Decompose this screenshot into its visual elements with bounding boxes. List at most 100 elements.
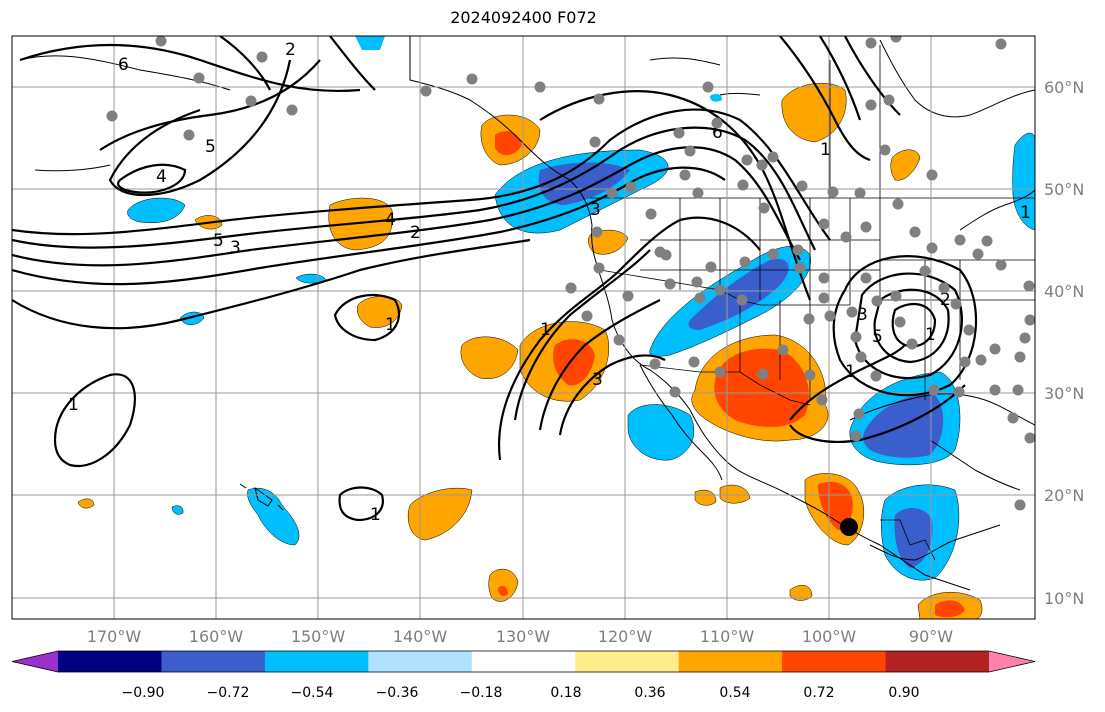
station-marker [737,179,749,191]
lat-label: 30°N [1044,384,1084,403]
station-marker [565,282,577,294]
station-marker [865,37,877,49]
station-marker [256,51,268,63]
station-marker [871,295,883,307]
station-marker [989,343,1001,355]
station-marker [794,262,806,274]
station-marker [581,310,593,322]
station-marker [1019,332,1031,344]
station-marker [106,110,118,122]
station-marker [1024,432,1035,444]
contour-label: 4 [385,210,396,230]
lat-label: 50°N [1044,180,1084,199]
station-marker [995,259,1007,271]
contour-label: 3 [592,370,603,390]
colorbar-segment [471,651,576,672]
station-marker [824,310,836,322]
station-marker [995,38,1007,50]
contour-label: 2 [285,40,296,60]
lon-label: 130°W [496,627,551,646]
contour-label: 1 [845,362,856,382]
station-marker [894,316,906,328]
station-marker [1014,351,1026,363]
station-marker [909,226,921,238]
station-marker [692,187,704,199]
station-marker [660,249,672,261]
station-marker [777,344,789,356]
contour-label: 6 [118,55,129,75]
longitude-labels: 170°W 160°W 150°W 140°W 130°W 120°W 110°… [87,627,953,646]
lat-label: 10°N [1044,589,1084,608]
contour-label: 1 [385,315,396,335]
lon-label: 160°W [189,627,244,646]
lat-label: 20°N [1044,486,1084,505]
station-marker [767,151,779,163]
station-marker [919,265,931,277]
station-marker [879,144,891,156]
colorbar-segment [264,651,369,672]
station-marker [758,202,770,214]
station-marker [890,36,902,43]
colorbar-tick-label: 0.54 [719,685,750,701]
station-marker [286,104,298,116]
station-marker [792,244,804,256]
colorbar-segment [782,651,887,672]
station-marker [691,276,703,288]
station-marker [591,226,603,238]
station-marker [606,187,618,199]
station-marker [767,248,779,260]
latitude-labels: 60°N 50°N 40°N 30°N 20°N 10°N [1044,78,1084,608]
lon-label: 170°W [87,627,142,646]
storm-center-marker [840,518,858,536]
colorbar-segment [58,651,162,672]
contour-label-group: 6 5 4 3 2 1 5 4 3 2 1 6 1 1 3 1 1 3 5 2 … [68,40,1031,525]
station-marker [757,368,769,380]
station-marker [855,351,867,363]
colorbar-segment [161,651,266,672]
station-marker [865,99,877,111]
station-marker [890,290,902,302]
station-marker [854,187,866,199]
station-marker [860,272,872,284]
station-marker [928,384,940,396]
contour-lines [12,36,978,522]
lon-label: 140°W [393,627,448,646]
station-marker [972,248,984,260]
political-borders [590,45,1035,561]
station-marker [155,36,167,47]
contour-label: 5 [872,327,883,347]
station-marker [926,242,938,254]
station-marker [818,218,830,230]
station-marker [193,72,205,84]
station-marker [711,117,723,129]
station-marker [245,95,257,107]
lon-label: 150°W [291,627,346,646]
station-marker [989,384,1001,396]
station-marker [593,93,605,105]
contour-label: 1 [68,395,79,415]
colorbar: −0.90 −0.72 −0.54 −0.36 −0.18 0.18 0.36 … [11,650,1036,701]
station-marker [860,221,872,233]
contour-label: 4 [156,167,167,187]
station-marker [664,278,676,290]
station-marker [938,282,950,294]
contour-label: 6 [712,123,723,143]
station-marker [622,290,634,302]
colorbar-tick-label: −0.90 [122,685,165,701]
station-marker [906,338,918,350]
station-marker [926,169,938,181]
station-marker [1024,314,1035,326]
station-marker [705,261,717,273]
station-marker [853,408,865,420]
colorbar-segments [11,650,1036,673]
lon-label: 110°W [700,627,755,646]
station-marker [959,356,971,368]
station-marker [818,292,830,304]
graticule [12,36,1035,619]
station-marker [183,129,195,141]
station-marker [741,154,753,166]
station-marker [1007,412,1019,424]
coastlines [19,36,1035,591]
colorbar-segment [575,651,680,672]
